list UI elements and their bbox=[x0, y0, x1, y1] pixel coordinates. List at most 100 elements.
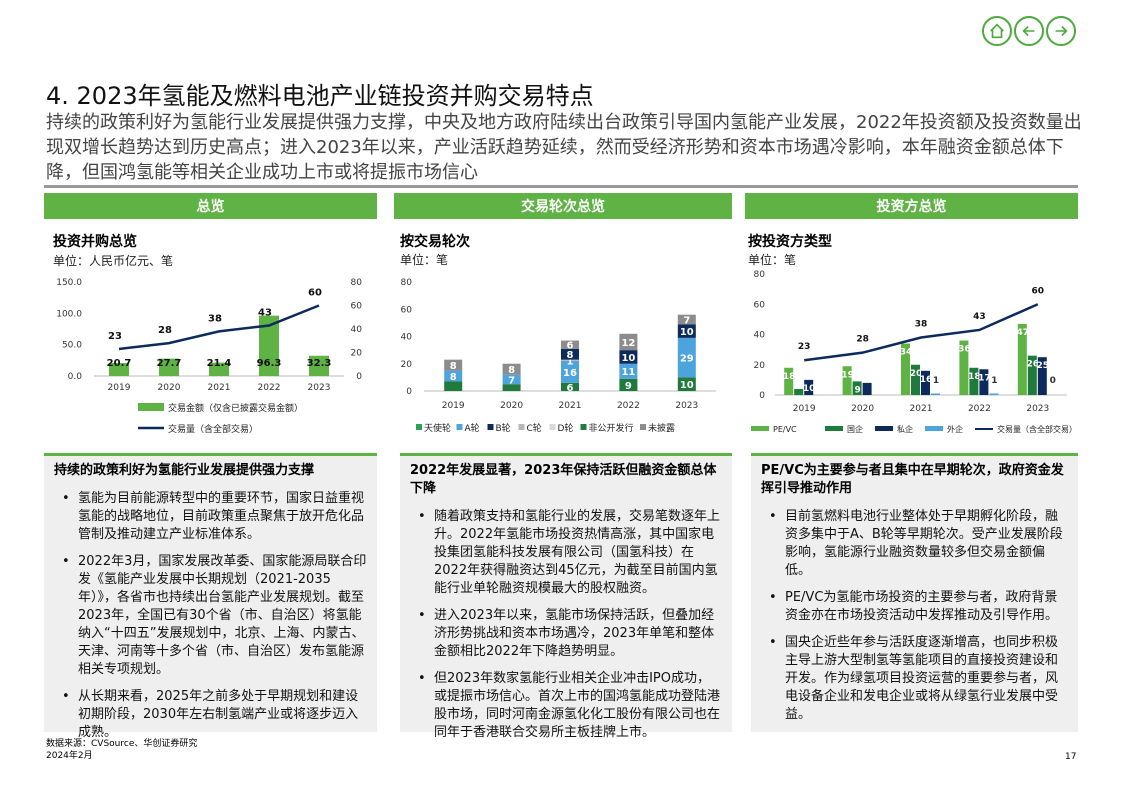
arrow-left-icon bbox=[1022, 25, 1035, 37]
bar-value-label: 25 bbox=[1037, 361, 1050, 371]
legend-label: 外企 bbox=[947, 424, 963, 434]
home-button[interactable] bbox=[982, 16, 1012, 46]
legend-swatch bbox=[925, 426, 943, 431]
stacked-bar-segment bbox=[561, 359, 579, 362]
bar bbox=[209, 362, 229, 376]
divider bbox=[44, 185, 1078, 188]
line-value-label: 38 bbox=[915, 320, 928, 330]
text-box-policy: 持续的政策利好为氢能行业发展提供强力支撑 氢能为目前能源转型中的重要环节，国家日… bbox=[44, 453, 377, 740]
box-title: 2022年发展显著，2023年保持活跃但融资金额总体下降 bbox=[410, 463, 717, 496]
bar bbox=[309, 355, 329, 376]
segment-value-label: 16 bbox=[563, 368, 577, 379]
line-series bbox=[804, 303, 1039, 362]
bar bbox=[259, 315, 279, 376]
legend-swatch bbox=[518, 424, 525, 430]
y-tick-label: 40 bbox=[401, 333, 413, 343]
legend-swatch bbox=[549, 424, 556, 430]
bar-value-label: 1 bbox=[933, 376, 939, 386]
segment-value-label: 6 bbox=[567, 383, 574, 394]
bullet-item: 2022年3月，国家发展改革委、国家能源局联合印发《氢能产业发展中长期规划（20… bbox=[54, 553, 367, 679]
panel-header-overview: 总览 bbox=[44, 193, 377, 219]
segment-value-label: 10 bbox=[680, 380, 694, 391]
x-tick-label: 2021 bbox=[208, 383, 231, 393]
x-tick-label: 2021 bbox=[559, 401, 582, 411]
stacked-bar-segment bbox=[619, 363, 638, 379]
legend-label: A轮 bbox=[465, 422, 480, 434]
bar-value-label: 18 bbox=[968, 372, 981, 382]
y-tick-label-right: 20 bbox=[351, 349, 363, 359]
date-line: 2024年2月 bbox=[46, 751, 93, 761]
grouped-bar bbox=[794, 388, 804, 395]
stacked-bar-segment bbox=[444, 381, 463, 391]
line-value-label: 28 bbox=[856, 335, 869, 345]
box-title: PE/VC为主要参与者且集中在早期轮次，政府资金发挥引导推动作用 bbox=[761, 463, 1064, 496]
intro-paragraph: 持续的政策利好为氢能行业发展提供强力支撑，中央及地方政府陆续出台政策引导国内氢能… bbox=[46, 112, 1082, 183]
panel-header-investors: 投资方总览 bbox=[745, 193, 1078, 219]
home-icon bbox=[990, 23, 1004, 39]
y-tick-label-left: 50.0 bbox=[62, 341, 82, 351]
stacked-bar-segment bbox=[502, 384, 521, 391]
stacked-bar-segment bbox=[444, 370, 463, 382]
stacked-bar-segment bbox=[677, 314, 696, 325]
x-tick-label: 2023 bbox=[1026, 404, 1049, 414]
bar bbox=[159, 358, 179, 376]
x-tick-label: 2023 bbox=[675, 401, 698, 411]
grouped-bar bbox=[901, 343, 910, 395]
y-tick-label: 0 bbox=[406, 387, 412, 397]
stacked-bar-segment bbox=[619, 333, 638, 351]
bar-value-label: 21.4 bbox=[207, 358, 232, 369]
stacked-bar-segment bbox=[561, 361, 579, 383]
grouped-bar bbox=[979, 369, 989, 395]
x-tick-label: 2021 bbox=[910, 404, 933, 414]
forward-button[interactable] bbox=[1046, 16, 1076, 46]
source-note: 数据来源：CVSource、华创证券研究 2024年2月 bbox=[46, 738, 197, 762]
bar-value-label: 0 bbox=[1050, 376, 1056, 386]
source-line: 数据来源：CVSource、华创证券研究 bbox=[46, 739, 198, 749]
line-value-label: 43 bbox=[258, 307, 272, 318]
legend-label: 交易量（含全部交易） bbox=[997, 424, 1077, 434]
segment-value-label: 7 bbox=[683, 315, 690, 326]
bar-value-label: 20.7 bbox=[107, 358, 132, 369]
stacked-bar-segment bbox=[677, 377, 696, 391]
legend-swatch bbox=[875, 426, 893, 431]
legend-swatch bbox=[138, 403, 164, 411]
overview-chart: 0.0 50.0 100.0 150.0 0 20 40 60 80 20.7 2019 27.7 20… bbox=[56, 278, 363, 435]
chart-unit-rounds: 单位：笔 bbox=[400, 253, 449, 267]
segment-value-label: 8 bbox=[450, 361, 457, 372]
bullet-item: 氢能为目前能源转型中的重要环节，国家日益重视氢能的战略地位，目前政策重点聚焦于放… bbox=[54, 490, 367, 544]
y-tick-label-left: 150.0 bbox=[56, 278, 82, 288]
chart-title-rounds: 按交易轮次 bbox=[400, 234, 470, 250]
text-box-investors: PE/VC为主要参与者且集中在早期轮次，政府资金发挥引导推动作用 目前氢燃料电池… bbox=[751, 453, 1078, 732]
line-value-label: 43 bbox=[973, 312, 986, 322]
legend-label: 交易金额（仅含已披露交易金额） bbox=[168, 402, 303, 414]
bar-value-label: 47 bbox=[1017, 328, 1030, 338]
chart-title-overview: 投资并购总览 bbox=[53, 234, 137, 250]
grouped-bar bbox=[989, 393, 999, 395]
x-tick-label: 2019 bbox=[793, 404, 816, 414]
stacked-bar-segment bbox=[502, 374, 521, 385]
segment-value-label: 11 bbox=[621, 367, 635, 378]
line-value-label: 28 bbox=[158, 325, 172, 336]
back-button[interactable] bbox=[1014, 16, 1044, 46]
bar-value-label: 10 bbox=[803, 384, 816, 394]
grouped-bar bbox=[862, 382, 872, 395]
x-tick-label: 2022 bbox=[617, 401, 640, 411]
legend-label: C轮 bbox=[527, 422, 542, 434]
bar-value-label: 27.7 bbox=[157, 358, 182, 369]
line-value-label: 23 bbox=[798, 342, 811, 352]
legend-swatch bbox=[825, 426, 843, 431]
grouped-bar bbox=[1017, 323, 1027, 395]
segment-value-label: 8 bbox=[508, 365, 515, 376]
x-tick-label: 2020 bbox=[500, 401, 523, 411]
line-value-label: 60 bbox=[308, 288, 322, 299]
bullet-item: 国央企近些年参与活跃度逐渐增高，也同步积极主导上游大型制氢等氢能项目的直接投资建… bbox=[761, 634, 1068, 724]
x-tick-label: 2023 bbox=[308, 383, 331, 393]
bullet-list: 氢能为目前能源转型中的重要环节，国家日益重视氢能的战略地位，目前政策重点聚焦于放… bbox=[54, 490, 367, 742]
bullet-item: 目前氢燃料电池行业整体处于早期孵化阶段，融资多集中于A、B轮等早期轮次。受产业发… bbox=[761, 508, 1068, 580]
bullet-item: PE/VC为氢能市场投资的主要参与者，政府背景资金亦在市场投资活动中发挥推动及引… bbox=[761, 589, 1068, 625]
grouped-bar bbox=[852, 381, 862, 395]
segment-value-label: 10 bbox=[621, 353, 635, 364]
stacked-bar-segment bbox=[619, 378, 638, 391]
legend-label: 国企 bbox=[847, 424, 863, 434]
